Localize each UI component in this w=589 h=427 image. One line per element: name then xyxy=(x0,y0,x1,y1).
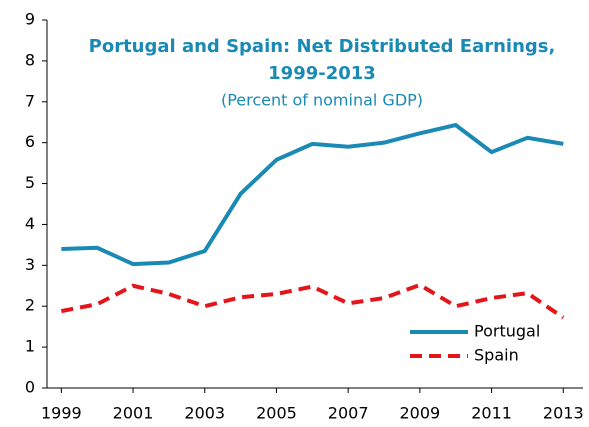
y-tick-label: 4 xyxy=(25,214,35,233)
x-tick-label: 2009 xyxy=(400,404,441,423)
legend-label: Spain xyxy=(474,346,519,365)
chart-title: 1999-2013 xyxy=(268,63,376,84)
y-tick-label: 6 xyxy=(25,132,35,151)
x-tick-label: 2013 xyxy=(543,404,584,423)
legend-label: Portugal xyxy=(474,322,540,341)
y-tick-label: 9 xyxy=(25,10,35,29)
x-tick-label: 2011 xyxy=(471,404,512,423)
y-tick-label: 1 xyxy=(25,337,35,356)
x-tick-label: 1999 xyxy=(41,404,82,423)
x-tick-label: 2001 xyxy=(113,404,154,423)
y-tick-label: 7 xyxy=(25,91,35,110)
y-tick-label: 3 xyxy=(25,255,35,274)
y-tick-label: 5 xyxy=(25,173,35,192)
x-tick-label: 2005 xyxy=(256,404,297,423)
x-tick-label: 2007 xyxy=(328,404,369,423)
chart-subtitle: (Percent of nominal GDP) xyxy=(221,91,423,110)
x-tick-label: 2003 xyxy=(184,404,225,423)
y-tick-label: 0 xyxy=(25,378,35,397)
line-series xyxy=(60,282,565,320)
chart-title: Portugal and Spain: Net Distributed Earn… xyxy=(89,36,556,57)
y-tick-label: 2 xyxy=(25,296,35,315)
y-tick-label: 8 xyxy=(25,50,35,69)
line-series xyxy=(61,122,564,267)
